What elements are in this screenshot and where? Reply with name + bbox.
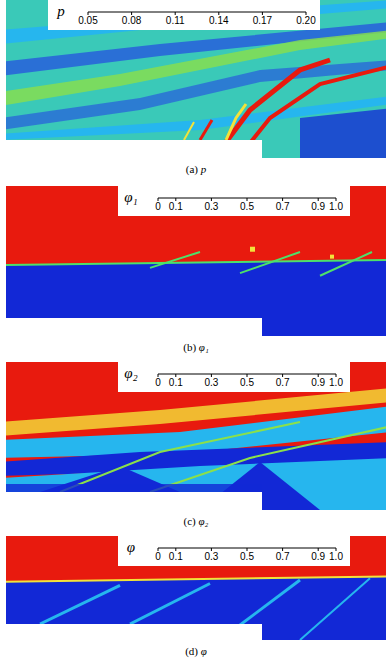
- html-text:φ₂: φ₂: [124, 365, 138, 381]
- svg-text:0.1: 0.1: [169, 377, 183, 388]
- svg-text:0.7: 0.7: [276, 201, 290, 212]
- svg-text:0.14: 0.14: [209, 15, 229, 26]
- html-text:(c) φ₂: (c) φ₂: [183, 515, 209, 527]
- svg-text:0.5: 0.5: [240, 201, 254, 212]
- svg-text:0.9: 0.9: [311, 551, 325, 562]
- svg-text:1.0: 1.0: [329, 201, 343, 212]
- svg-text:1.0: 1.0: [329, 551, 343, 562]
- html-text:p: p: [57, 3, 65, 19]
- svg-text:0.9: 0.9: [311, 377, 325, 388]
- svg-text:0: 0: [155, 201, 161, 212]
- svg-text:0.9: 0.9: [311, 201, 325, 212]
- svg-text:0.08: 0.08: [122, 15, 142, 26]
- html-text:φ₁: φ₁: [124, 189, 138, 205]
- svg-text:0: 0: [155, 551, 161, 562]
- svg-text:0.20: 0.20: [296, 15, 316, 26]
- svg-text:0.7: 0.7: [276, 377, 290, 388]
- html-text:φ: φ: [126, 539, 136, 555]
- svg-text:0.1: 0.1: [169, 201, 183, 212]
- svg-text:0.11: 0.11: [166, 15, 185, 26]
- svg-text:0.7: 0.7: [276, 551, 290, 562]
- svg-text:0.3: 0.3: [204, 377, 218, 388]
- svg-text:0.17: 0.17: [253, 15, 273, 26]
- svg-text:0.5: 0.5: [240, 377, 254, 388]
- svg-text:0.5: 0.5: [240, 551, 254, 562]
- svg-text:1.0: 1.0: [329, 377, 343, 388]
- html-text:(d) φ: (d) φ: [185, 645, 207, 657]
- html-text:(b) φ₁: (b) φ₁: [183, 341, 209, 353]
- svg-text:0.3: 0.3: [204, 201, 218, 212]
- html-text:(a) p: (a) p: [185, 163, 207, 175]
- svg-text:0.1: 0.1: [169, 551, 183, 562]
- svg-text:0.3: 0.3: [204, 551, 218, 562]
- svg-text:0.05: 0.05: [78, 15, 98, 26]
- svg-text:0: 0: [155, 377, 161, 388]
